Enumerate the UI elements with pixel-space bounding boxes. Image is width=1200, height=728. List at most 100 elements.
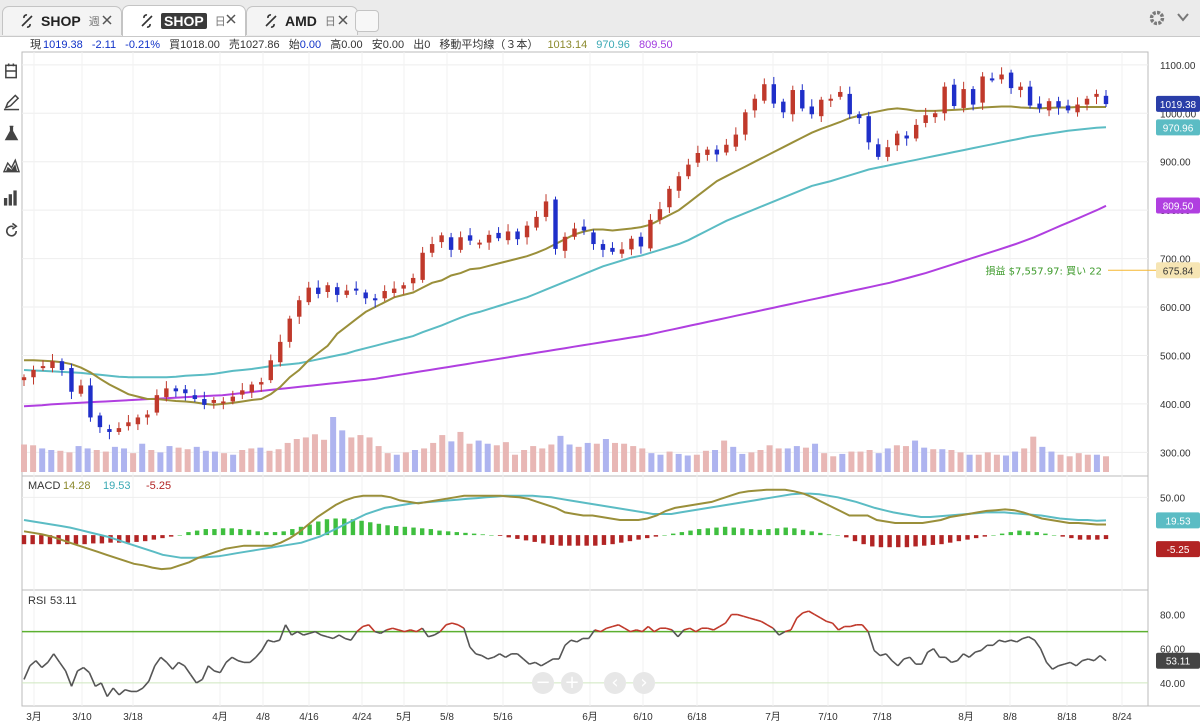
tab-shop-weekly[interactable]: SHOP 週	[2, 6, 122, 35]
tab-amd-daily[interactable]: AMD 日	[246, 6, 358, 35]
rsi-line-segment	[1004, 639, 1012, 643]
volume-bar	[375, 446, 382, 472]
candle-body	[800, 90, 805, 109]
volume-bar	[411, 450, 418, 472]
candle-body	[306, 287, 311, 303]
candle-body	[1046, 101, 1052, 111]
zoom-in-button[interactable]: +	[561, 672, 583, 694]
high-label: 高	[330, 39, 342, 51]
new-tab-button[interactable]	[355, 10, 379, 32]
rsi-line-segment	[475, 653, 482, 657]
rsi-line-segment	[291, 630, 298, 636]
macd-histogram-bar	[342, 518, 347, 536]
scroll-right-button[interactable]: ›	[633, 672, 655, 694]
flask-icon[interactable]	[3, 124, 20, 142]
volume-bars	[21, 417, 1109, 472]
macd-histogram-bar	[991, 535, 996, 536]
candle-body	[970, 89, 976, 105]
tab-shop-daily[interactable]: SHOP 日	[122, 5, 246, 36]
rsi-line-segment	[136, 687, 144, 693]
rsi-line-segment	[1010, 639, 1018, 643]
refresh-icon[interactable]	[3, 222, 20, 240]
candle-body	[88, 385, 93, 418]
volume-bar	[84, 448, 91, 472]
volume-bar	[1039, 446, 1046, 472]
rsi-line-segment	[487, 656, 494, 660]
scroll-left-button[interactable]: ‹	[604, 672, 626, 694]
volume-bar	[311, 434, 318, 472]
macd-histogram-bar	[117, 535, 122, 543]
bar-chart-icon[interactable]	[3, 189, 20, 207]
rsi-line-segment	[428, 634, 435, 638]
candle-body	[838, 91, 843, 97]
macd-histogram-bar	[549, 535, 555, 545]
rsi-line-segment	[909, 656, 917, 665]
close-icon[interactable]	[225, 13, 237, 25]
macd-histogram-bar	[956, 535, 962, 542]
candle-body	[353, 288, 359, 291]
macd-histogram-bar	[142, 535, 148, 542]
volume-bar	[30, 445, 37, 472]
link-icon	[141, 14, 153, 28]
volume-bar	[584, 442, 591, 472]
volume-bar	[993, 454, 1000, 472]
macd-histogram-bar	[852, 535, 858, 542]
candle-body	[572, 228, 577, 237]
volume-bar	[984, 452, 991, 472]
candle-body	[562, 236, 568, 251]
macd-histogram-bar	[290, 529, 295, 536]
candle-body	[486, 234, 492, 243]
volume-bar	[184, 449, 191, 472]
high-value: 0.00	[341, 39, 363, 51]
rsi-line-segment	[118, 689, 126, 696]
rsi-line-segment	[309, 630, 316, 635]
macd-histogram-bar	[99, 535, 105, 544]
axis-value-tag	[1156, 652, 1200, 669]
candle-body	[420, 252, 425, 280]
calendar-icon[interactable]	[3, 62, 20, 80]
close-icon[interactable]	[101, 14, 113, 26]
volume-bar	[330, 417, 337, 472]
macd-histogram-bar	[1051, 535, 1057, 536]
axis-value-tag-label: 1019.38	[1160, 100, 1197, 111]
low-label: 安	[371, 39, 383, 51]
rsi-line-segment	[576, 637, 584, 643]
close-icon[interactable]	[337, 14, 349, 26]
macd-histogram-bar	[316, 521, 321, 536]
date-tick-label: 4月	[212, 711, 228, 723]
volume-bar	[757, 450, 764, 472]
candle-body	[31, 369, 36, 378]
rsi-tick-label: 60.00	[1160, 645, 1185, 656]
macd-label: MACD	[28, 480, 60, 492]
price-tick-label: 700.00	[1160, 255, 1191, 266]
macd-histogram-bar	[108, 535, 113, 543]
ma-mid-line	[23, 126, 1107, 379]
chevron-down-icon[interactable]	[1176, 10, 1190, 24]
macd-histogram-bar	[766, 529, 771, 536]
volume-bar	[530, 446, 537, 472]
rsi-line-segment	[606, 625, 613, 629]
tab-symbol: AMD	[285, 13, 317, 29]
rsi-line-segment	[885, 653, 893, 662]
mountain-chart-icon[interactable]	[3, 156, 20, 174]
macd-histogram-bar	[619, 535, 624, 543]
candle-body	[847, 93, 852, 115]
date-tick-label: 5/16	[493, 712, 513, 723]
quote-bar: 現 1019.38 -2.11 -0.21% 買1018.00 売1027.86 …	[30, 36, 679, 51]
volume-bar	[248, 448, 255, 472]
date-tick-label: 6月	[582, 711, 598, 723]
rsi-line-segment	[267, 639, 274, 643]
draw-pen-icon[interactable]	[3, 93, 20, 111]
macd-histogram-bar	[186, 532, 191, 536]
tab-period: 日	[324, 15, 336, 28]
candle-body	[771, 84, 777, 104]
rsi-line-segment	[196, 678, 203, 684]
zoom-out-button[interactable]: −	[532, 672, 554, 694]
candle-body	[325, 285, 330, 292]
volume-label: 出	[413, 39, 425, 51]
rsi-line-segment	[148, 665, 156, 682]
rsi-series	[22, 610, 1148, 698]
gear-icon[interactable]	[1148, 9, 1166, 27]
macd-histogram-bar	[497, 535, 503, 536]
